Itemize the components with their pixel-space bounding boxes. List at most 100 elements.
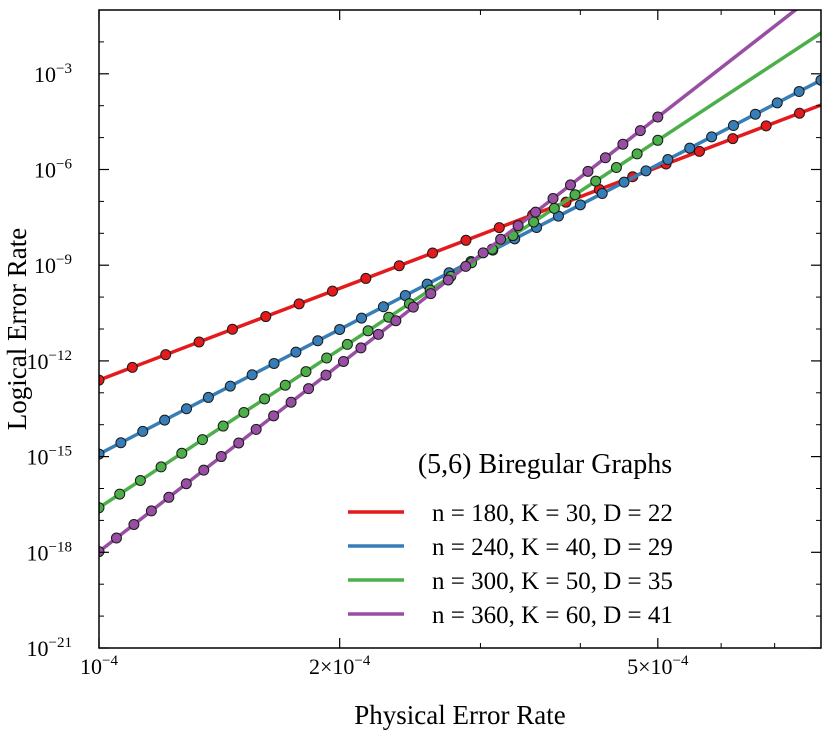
data-point [181, 403, 193, 415]
legend-title: (5,6) Biregular Graphs [418, 449, 672, 480]
data-point [652, 134, 664, 146]
tick-layer: 10−4 2×10−4 5×10−4 10−21 10−18 10−15 10−12 10−9… [27, 9, 822, 679]
data-point [617, 138, 629, 150]
data-point [215, 451, 227, 463]
data-point [260, 311, 272, 323]
data-point [134, 474, 146, 486]
data-point [290, 346, 302, 358]
data-point [569, 189, 581, 201]
data-point [193, 336, 205, 348]
data-point [372, 328, 384, 340]
y-axis-label: Logical Error Rate [2, 228, 32, 430]
data-point [145, 505, 157, 517]
data-point [128, 518, 140, 530]
data-point [760, 120, 772, 132]
data-point [477, 247, 489, 259]
data-point [114, 488, 126, 500]
data-point [320, 369, 332, 381]
legend: (5,6) Biregular Graphs n = 180, K = 30, … [348, 449, 673, 629]
data-point [530, 206, 542, 218]
data-point [224, 380, 236, 392]
data-point [596, 187, 608, 199]
data-point [618, 176, 630, 188]
data-point [590, 175, 602, 187]
data-point [407, 301, 419, 313]
data-point [356, 312, 368, 324]
data-point [137, 425, 149, 437]
data-point [259, 393, 271, 405]
y-tick-label: 10−21 [27, 635, 72, 661]
x-axis-label: Physical Error Rate [354, 700, 565, 730]
data-point [393, 260, 405, 272]
data-point [362, 325, 374, 337]
y-tick-label: 10−6 [34, 157, 72, 183]
data-point [793, 86, 805, 98]
x-tick-label: 5×10−4 [627, 653, 689, 679]
data-point [427, 247, 439, 259]
data-point [293, 298, 305, 310]
data-point [574, 199, 586, 211]
data-point [110, 532, 122, 544]
legend-label: n = 300, K = 50, D = 35 [432, 568, 673, 595]
data-point [493, 222, 505, 234]
data-point [341, 338, 353, 350]
data-point [198, 464, 210, 476]
data-point [495, 233, 507, 245]
data-point [337, 355, 349, 367]
data-point [727, 133, 739, 145]
data-point [547, 193, 559, 205]
data-point [460, 260, 472, 272]
data-point [610, 162, 622, 174]
y-tick-label: 10−15 [27, 444, 72, 470]
data-point [390, 315, 402, 327]
data-point [268, 357, 280, 369]
series-line [99, 103, 821, 382]
data-point [300, 366, 312, 378]
data-point [160, 349, 172, 361]
data-point [115, 437, 127, 449]
data-point [217, 420, 229, 432]
x-tick-label: 10−4 [80, 653, 118, 679]
data-point [355, 342, 367, 354]
data-point [599, 152, 611, 164]
legend-label: n = 240, K = 40, D = 29 [432, 534, 673, 561]
data-point [226, 323, 238, 335]
data-point [377, 301, 389, 313]
data-point [303, 383, 315, 395]
data-point [693, 145, 705, 157]
data-point [321, 352, 333, 364]
data-point [126, 361, 138, 373]
data-point [268, 410, 280, 422]
data-point [99, 546, 105, 558]
data-point [442, 274, 454, 286]
data-point [176, 447, 188, 459]
data-point [727, 120, 739, 132]
y-tick-label: 10−12 [27, 348, 72, 374]
y-tick-label: 10−3 [34, 61, 72, 87]
data-point [163, 491, 175, 503]
data-point [202, 391, 214, 403]
data-point [662, 154, 674, 166]
legend-label: n = 360, K = 60, D = 41 [432, 602, 673, 629]
data-point [815, 74, 821, 86]
data-point [706, 131, 718, 143]
data-point [250, 423, 262, 435]
data-point [794, 107, 806, 119]
data-point [312, 335, 324, 347]
data-point [334, 323, 346, 335]
data-point [582, 165, 594, 177]
data-point [246, 369, 258, 381]
series-line [99, 78, 821, 456]
data-point [360, 272, 372, 284]
data-point [285, 396, 297, 408]
data-point [749, 108, 761, 120]
data-point [180, 478, 192, 490]
data-point [631, 148, 643, 160]
legend-label: n = 180, K = 30, D = 22 [432, 500, 673, 527]
data-point [155, 461, 167, 473]
data-point [233, 437, 245, 449]
data-point [771, 97, 783, 109]
data-point [634, 125, 646, 137]
data-point [684, 142, 696, 154]
